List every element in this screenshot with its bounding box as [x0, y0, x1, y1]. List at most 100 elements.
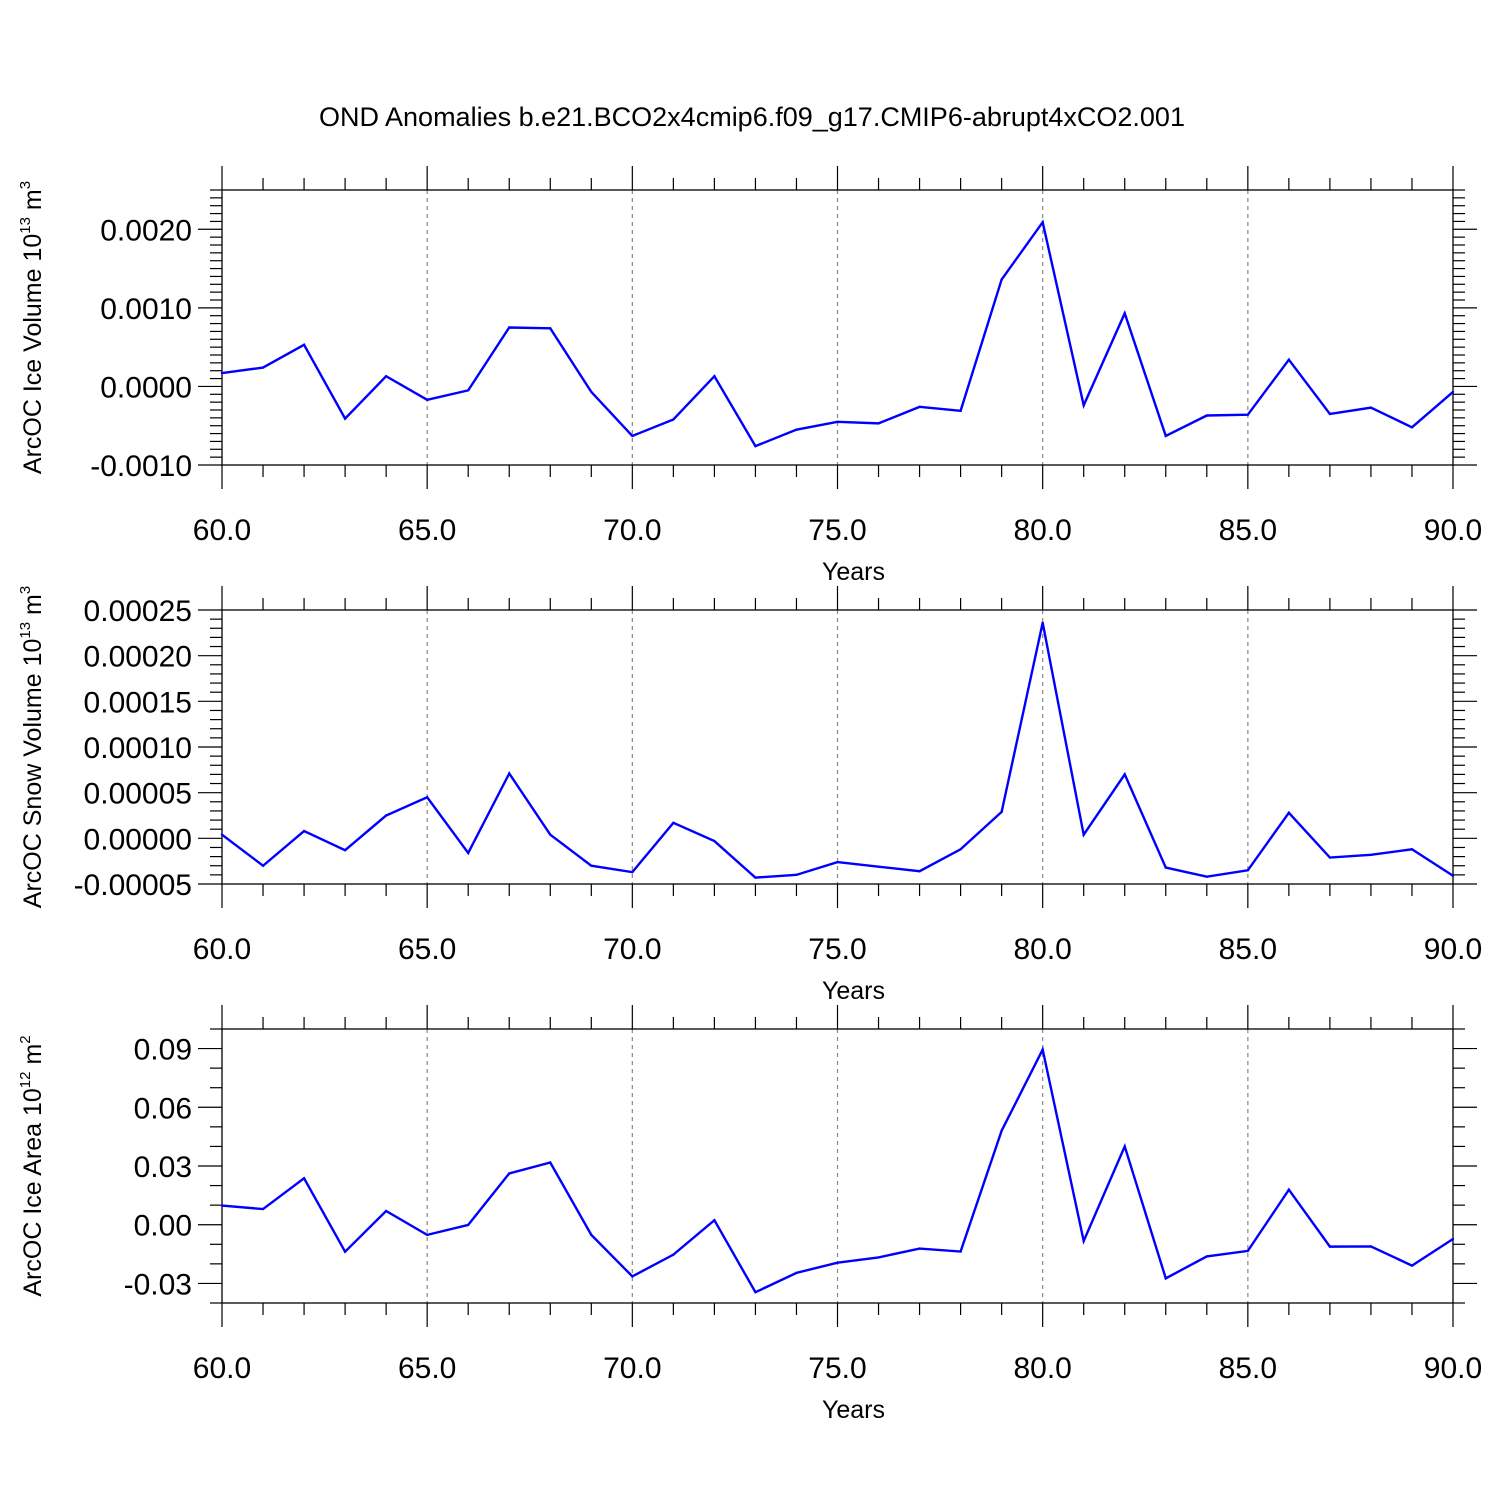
y-axis-label: ArcOC Ice Area 1012 m2: [17, 1035, 47, 1296]
data-point: [508, 772, 511, 775]
data-point: [590, 864, 593, 867]
x-tick-label: 90.0: [1424, 1352, 1482, 1385]
data-point: [467, 1223, 470, 1227]
y-tick-label: 0.0020: [100, 214, 192, 247]
data-point: [302, 829, 306, 833]
y-axis-label-unit: m: [19, 1044, 47, 1072]
data-point: [754, 876, 757, 879]
y-tick-label: 0.00020: [84, 641, 192, 674]
data-point: [672, 418, 675, 421]
x-axis-label: Years: [822, 977, 885, 1005]
data-point: [425, 796, 429, 799]
data-point: [1451, 1237, 1455, 1241]
data-point: [1082, 833, 1085, 836]
y-axis-label-unit: m: [19, 594, 47, 622]
data-point: [754, 1291, 757, 1294]
data-point: [1369, 1245, 1373, 1248]
data-point: [384, 1209, 388, 1213]
data-point: [1328, 1245, 1332, 1248]
y-axis-label-unit-exponent: 3: [17, 586, 34, 594]
data-point: [1410, 1264, 1414, 1267]
x-tick-label: 60.0: [193, 514, 251, 547]
data-point: [1041, 1048, 1044, 1051]
y-axis-label-exponent: 13: [17, 217, 34, 234]
data-point: [220, 1204, 224, 1207]
chart-title: OND Anomalies b.e21.BCO2x4cmip6.f09_g17.…: [319, 102, 1185, 132]
data-point: [1123, 1145, 1126, 1148]
data-point: [713, 375, 716, 378]
x-tick-label: 80.0: [1013, 514, 1071, 547]
data-point: [672, 821, 675, 825]
panel-ice-area: 60.0 65.0 70.0 75.0 80.0 85.0 90.0 -0.03 0.00 0.0…: [17, 1005, 1482, 1424]
data-point: [590, 390, 593, 394]
y-axis-label: ArcOC Snow Volume 1013 m3: [17, 586, 47, 908]
x-axis-label: Years: [822, 558, 885, 586]
data-point: [918, 870, 921, 873]
data-point: [1328, 856, 1332, 859]
data-point: [877, 865, 880, 868]
data-point: [836, 860, 839, 864]
data-point: [508, 1172, 511, 1175]
x-tick-label: 70.0: [603, 514, 661, 547]
y-tick-label: 0.09: [134, 1034, 192, 1067]
data-point: [467, 389, 470, 392]
data-point: [713, 1219, 716, 1222]
y-tick-label: 0.0010: [100, 293, 192, 326]
data-point: [261, 366, 265, 369]
y-tick-label: 0.06: [134, 1092, 192, 1125]
data-point: [1287, 811, 1291, 814]
y-axis-label-exponent: 12: [17, 1072, 34, 1089]
x-tick-label: 75.0: [808, 1352, 866, 1385]
data-point: [1328, 412, 1332, 416]
data-point: [1205, 875, 1209, 878]
data-point: [343, 1250, 347, 1253]
y-axis-label-main: ArcOC Ice Volume 10: [19, 234, 47, 474]
y-tick-label: -0.03: [124, 1268, 192, 1301]
data-point: [1041, 621, 1044, 624]
x-tick-label: 75.0: [808, 514, 866, 547]
data-point: [1451, 874, 1455, 877]
data-point: [302, 343, 306, 346]
data-point: [508, 326, 511, 329]
y-tick-label: -0.00005: [74, 869, 192, 902]
y-axis-label-main: ArcOC Snow Volume 10: [19, 639, 47, 909]
data-point: [672, 1253, 675, 1256]
data-point: [1246, 869, 1250, 872]
x-tick-label: 65.0: [398, 514, 456, 547]
x-tick-label: 90.0: [1424, 514, 1482, 547]
y-axis-label-unit-exponent: 2: [17, 1035, 34, 1043]
y-tick-label: 0.0000: [100, 371, 192, 404]
data-point: [795, 873, 798, 877]
y-axis-label-main: ArcOC Ice Area 10: [19, 1088, 47, 1296]
y-axis-label-unit: m: [19, 189, 47, 217]
data-point: [1082, 1239, 1085, 1243]
data-point: [877, 422, 880, 425]
data-point: [549, 833, 552, 836]
data-point: [631, 434, 634, 438]
y-tick-label: 0.00000: [84, 823, 192, 856]
data-point: [918, 405, 921, 409]
data-point: [1369, 406, 1373, 409]
data-point: [1205, 414, 1209, 417]
data-point: [1164, 434, 1167, 438]
data-point: [425, 398, 429, 401]
y-axis-label-unit-exponent: 3: [17, 181, 34, 189]
x-tick-label: 75.0: [808, 933, 866, 966]
data-point: [384, 814, 388, 817]
panel-snow-volume: 60.0 65.0 70.0 75.0 80.0 85.0 90.0 -0.00005 0.00…: [17, 586, 1482, 1005]
data-point: [1041, 221, 1044, 224]
x-tick-label: 80.0: [1013, 933, 1071, 966]
y-tick-label: 0.00025: [84, 595, 192, 628]
data-point: [261, 864, 265, 867]
data-point: [959, 1250, 962, 1253]
data-point: [1451, 390, 1455, 394]
x-tick-label: 70.0: [603, 1352, 661, 1385]
data-point: [1205, 1255, 1209, 1258]
y-axis-label-exponent: 13: [17, 622, 34, 639]
x-tick-label: 85.0: [1219, 514, 1277, 547]
data-point: [220, 371, 224, 375]
x-tick-label: 60.0: [193, 933, 251, 966]
data-point: [220, 833, 224, 836]
data-point: [1369, 853, 1373, 856]
